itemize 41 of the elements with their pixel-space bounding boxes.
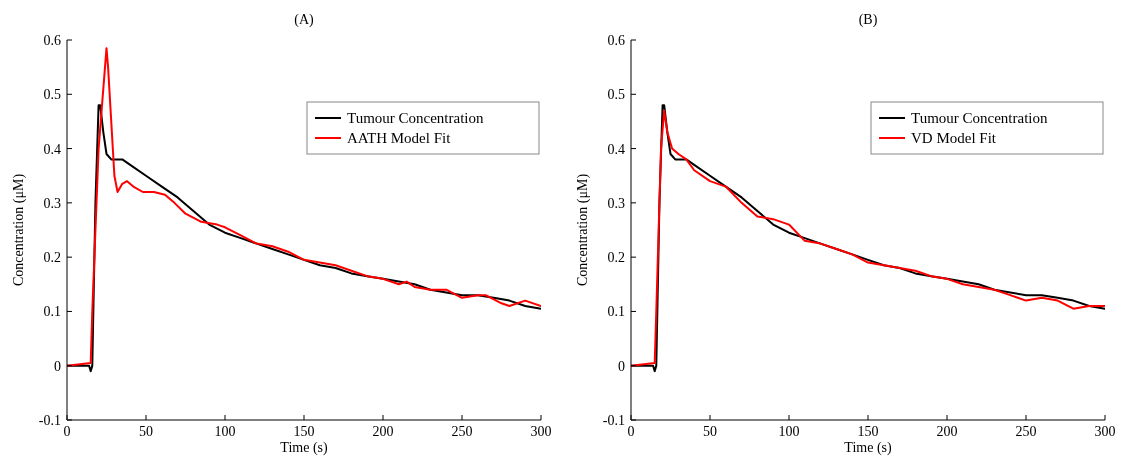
y-tick-label: -0.1 [38, 413, 61, 428]
chart-title: (B) [858, 12, 878, 28]
x-axis-title: Time (s) [844, 440, 892, 456]
chart-title: (A) [294, 12, 315, 28]
legend-label: Tumour Concentration [911, 110, 1049, 126]
y-tick-label: 0.2 [43, 250, 61, 266]
x-tick-label: 300 [530, 424, 552, 439]
legend-label: Tumour Concentration [347, 110, 485, 126]
y-tick-label: 0 [618, 358, 625, 374]
x-tick-label: 0 [63, 424, 71, 439]
y-tick-label: 0.6 [607, 33, 625, 48]
x-tick-label: 50 [139, 424, 153, 439]
y-tick-label: 0 [54, 358, 61, 374]
x-tick-label: 200 [936, 424, 958, 439]
x-tick-label: 100 [214, 424, 236, 439]
x-tick-label: 150 [857, 424, 879, 439]
x-tick-label: 250 [451, 424, 473, 439]
y-tick-label: 0.4 [607, 141, 625, 157]
x-tick-label: 50 [703, 424, 717, 439]
x-tick-label: 200 [372, 424, 394, 439]
x-axis-title: Time (s) [280, 440, 328, 456]
x-tick-label: 300 [1094, 424, 1116, 439]
y-tick-label: 0.1 [43, 304, 61, 320]
y-tick-label: -0.1 [602, 413, 625, 428]
x-tick-label: 0 [627, 424, 635, 439]
x-tick-label: 250 [1015, 424, 1037, 439]
x-tick-label: 150 [293, 424, 315, 439]
x-tick-label: 100 [778, 424, 800, 439]
y-tick-label: 0.2 [607, 250, 625, 266]
y-tick-label: 0.3 [43, 195, 61, 211]
legend-label: AATH Model Fit [347, 130, 452, 146]
y-tick-label: 0.3 [607, 195, 625, 211]
y-tick-label: 0.6 [43, 33, 61, 48]
y-axis-title: Concentration (μM) [575, 173, 591, 287]
y-axis-title: Concentration (μM) [11, 173, 27, 287]
y-tick-label: 0.5 [43, 87, 61, 103]
legend-label: VD Model Fit [911, 130, 997, 146]
y-tick-label: 0.1 [607, 304, 625, 320]
y-tick-label: 0.4 [43, 141, 61, 157]
y-tick-label: 0.5 [607, 87, 625, 103]
line-series [67, 47, 541, 367]
